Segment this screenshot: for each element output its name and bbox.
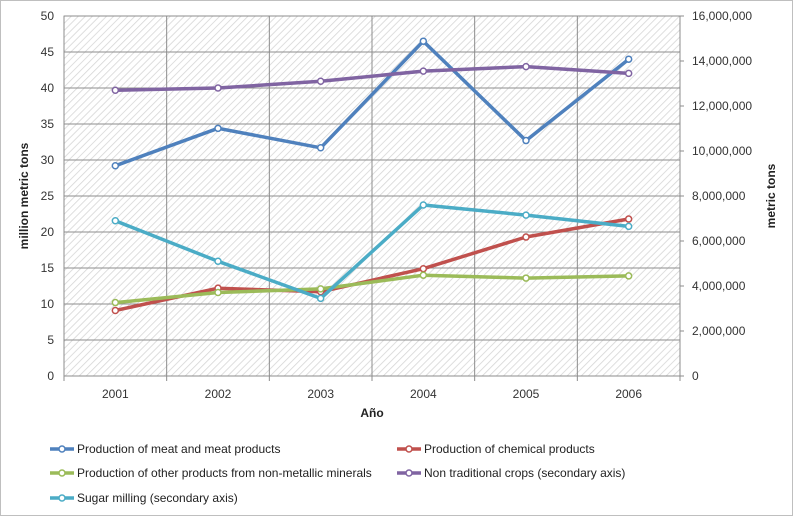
y-tick-label: 45 [41, 45, 55, 59]
legend-item: Sugar milling (secondary axis) [50, 491, 238, 505]
data-point [624, 222, 633, 231]
data-point [214, 84, 222, 92]
legend-item: Production of chemical products [397, 442, 595, 456]
series-3 [111, 62, 633, 94]
data-point [419, 271, 428, 279]
y2-tick-label: 14,000,000 [692, 54, 752, 68]
data-point [624, 215, 633, 223]
y2-axis-title: metric tons [764, 163, 778, 228]
data-point [522, 62, 530, 71]
data-point [214, 257, 222, 265]
y-tick-label: 5 [47, 333, 54, 347]
x-axis-title: Año [360, 406, 383, 420]
y2-tick-label: 0 [692, 369, 699, 383]
data-point [316, 77, 325, 85]
data-point [419, 201, 428, 209]
data-point [214, 288, 222, 297]
y2-tick-label: 12,000,000 [692, 99, 752, 113]
axes: 0 5 10 15 20 25 30 35 40 45 50 0 2,000,000 4,000,000 6… [41, 9, 753, 401]
y-tick-label: 10 [41, 297, 55, 311]
y2-tick-label: 8,000,000 [692, 189, 746, 203]
y2-tick-label: 16,000,000 [692, 9, 752, 23]
data-point [316, 144, 325, 152]
y-tick-label: 50 [41, 9, 55, 23]
y-tick-label: 40 [41, 81, 55, 95]
data-point [522, 274, 530, 282]
legend-marker [58, 494, 66, 502]
data-point [111, 217, 120, 225]
data-point [624, 272, 633, 280]
y2-tick-label: 2,000,000 [692, 324, 746, 338]
data-point [419, 264, 428, 273]
x-tick-label: 2001 [102, 387, 129, 401]
series-line [114, 203, 629, 301]
data-point [522, 211, 530, 219]
data-point [111, 162, 120, 170]
y-tick-label: 15 [41, 261, 55, 275]
data-point [522, 233, 530, 241]
legend-label: Production of chemical products [424, 442, 595, 456]
data-point [419, 37, 428, 45]
legend-item: Non traditional crops (secondary axis) [397, 466, 625, 480]
data-point [214, 124, 222, 133]
y2-tick-label: 6,000,000 [692, 234, 746, 248]
data-point [419, 67, 428, 75]
data-point [111, 306, 120, 315]
data-point [316, 294, 325, 303]
legend-label: Production of other products from non-me… [77, 466, 372, 480]
legend-marker [58, 469, 66, 477]
data-point [624, 69, 633, 78]
data-point [316, 285, 325, 293]
legend-marker [58, 445, 66, 453]
y-tick-label: 30 [41, 153, 55, 167]
y-tick-label: 20 [41, 225, 55, 239]
x-tick-label: 2002 [205, 387, 232, 401]
x-tick-label: 2005 [513, 387, 540, 401]
data-point [522, 136, 530, 145]
x-tick-label: 2003 [307, 387, 334, 401]
x-tick-label: 2004 [410, 387, 437, 401]
legend: Production of meat and meat products Prod… [50, 442, 625, 505]
series-0 [111, 37, 633, 170]
series-2 [111, 271, 633, 307]
series-line [115, 64, 629, 93]
series-line [114, 217, 630, 313]
y-tick-label: 0 [47, 369, 54, 383]
legend-label: Sugar milling (secondary axis) [77, 491, 238, 505]
legend-item: Production of other products from non-me… [50, 466, 372, 480]
legend-item: Production of meat and meat products [50, 442, 280, 456]
data-point [111, 86, 120, 94]
legend-label: Production of meat and meat products [77, 442, 280, 456]
data-point [111, 298, 120, 307]
legend-label: Non traditional crops (secondary axis) [424, 466, 625, 480]
y-tick-label: 25 [41, 189, 55, 203]
y-tick-label: 35 [41, 117, 55, 131]
y-axis-title: million metric tons [17, 142, 31, 249]
x-tick-label: 2006 [615, 387, 642, 401]
series-4 [111, 201, 633, 303]
legend-marker [405, 469, 413, 477]
data-point [624, 55, 633, 63]
series-lines [111, 37, 633, 315]
series-line [115, 273, 629, 305]
y2-tick-label: 4,000,000 [692, 279, 746, 293]
y2-tick-label: 10,000,000 [692, 144, 752, 158]
legend-marker [405, 445, 413, 453]
series-line [114, 39, 630, 168]
